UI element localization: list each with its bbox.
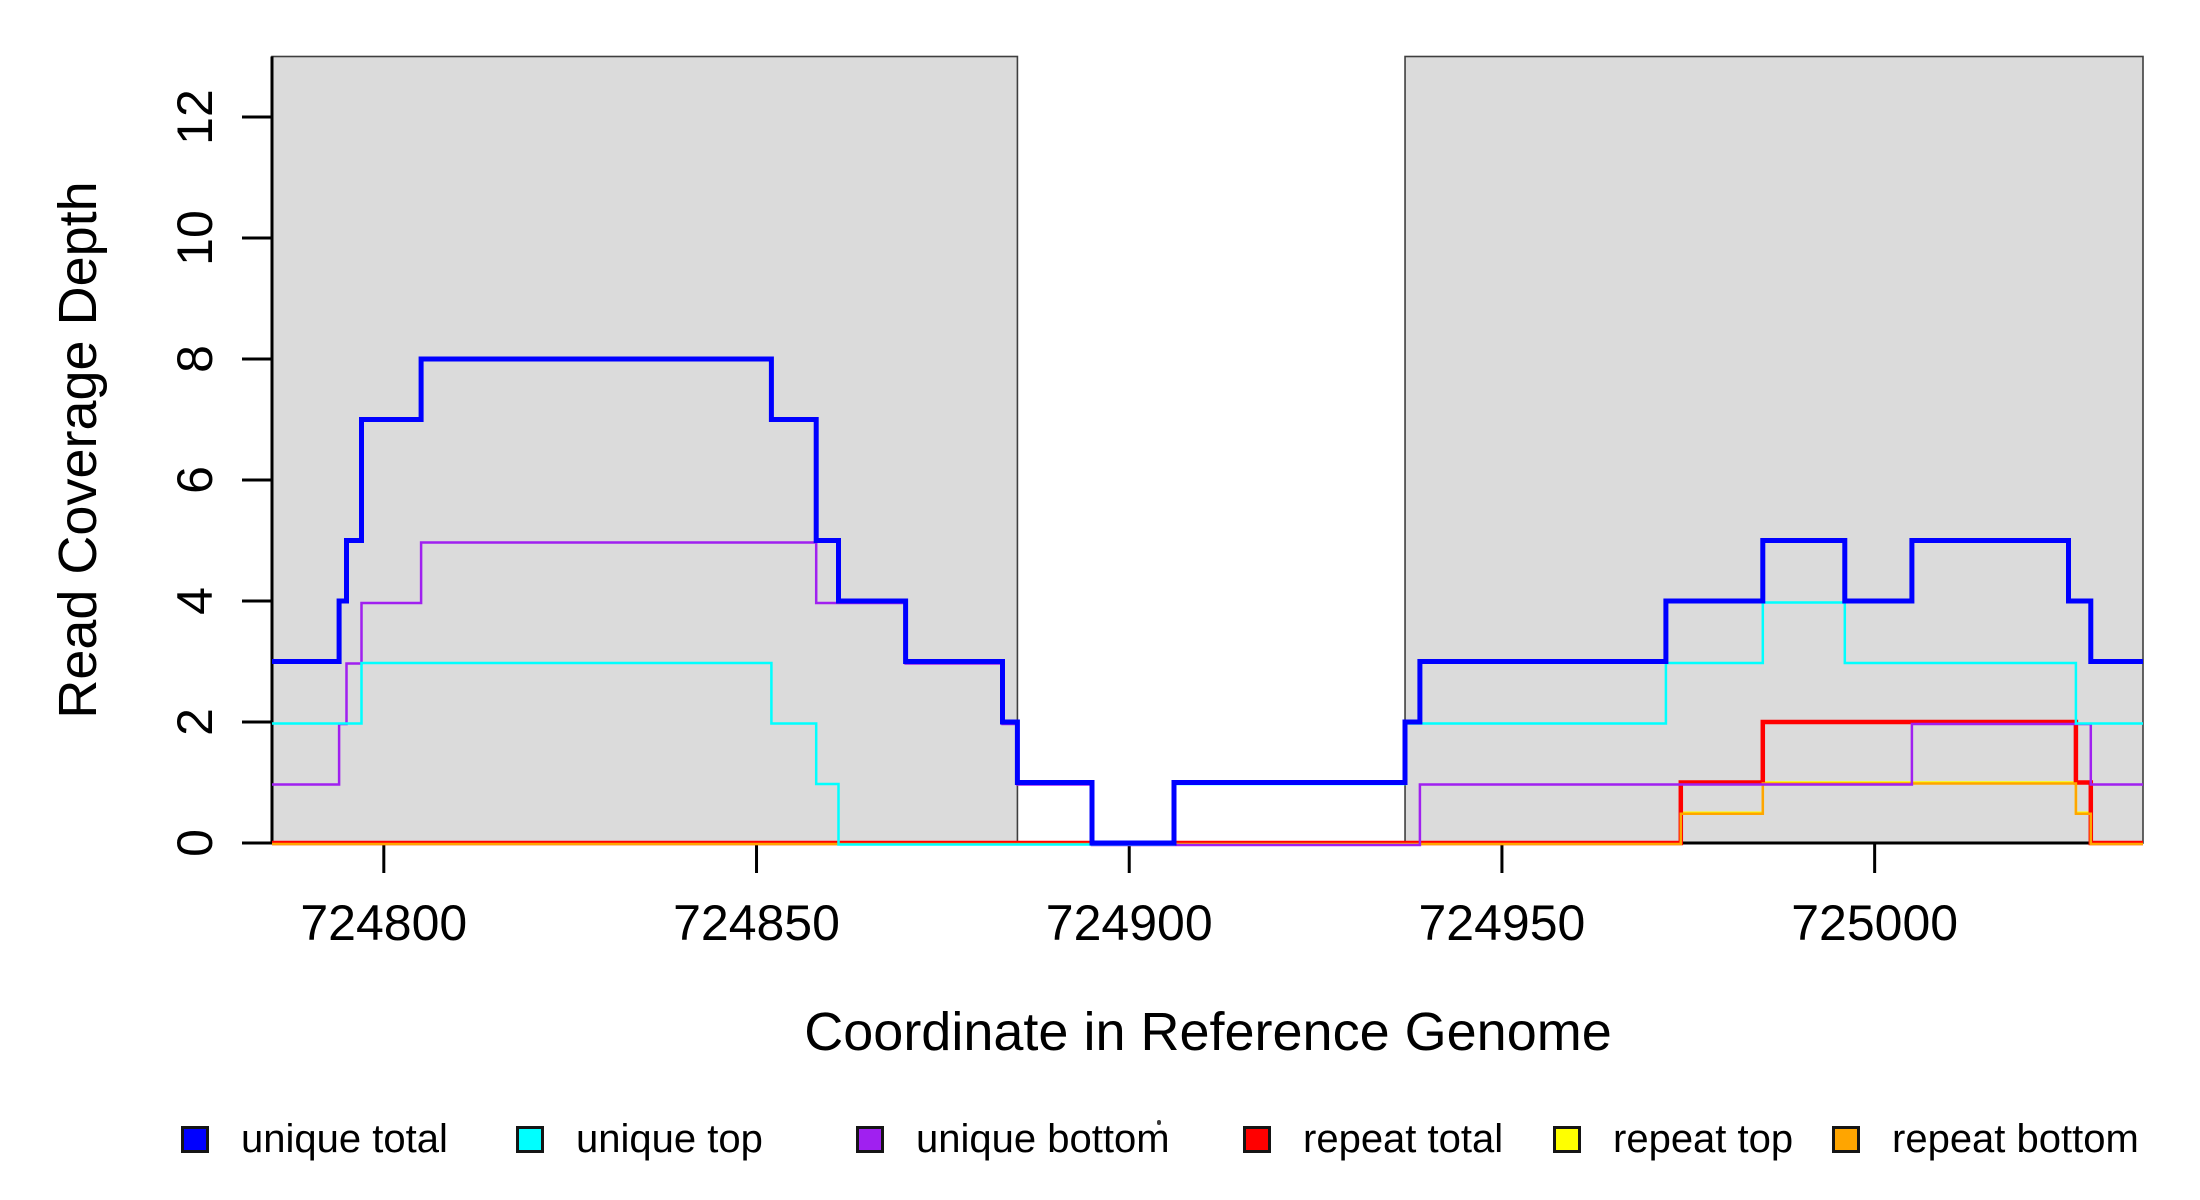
x-tick-label: 724950 (1419, 895, 1586, 951)
legend-label: unique total (241, 1117, 448, 1161)
aligned-region-left (271, 55, 1019, 844)
repeat-total-swatch-icon (1243, 1125, 1271, 1153)
series-unique-total (272, 356, 2143, 846)
aligned-region-right (1404, 55, 2144, 844)
unique-total-swatch-icon (181, 1125, 209, 1153)
legend-item-repeat-top: repeat top (1553, 1119, 1793, 1159)
y-axis-title: Read Coverage Depth (48, 181, 108, 719)
x-tick-label: 724850 (673, 895, 840, 951)
unique-top-swatch-icon (516, 1125, 544, 1153)
y-tick-label: 2 (167, 708, 223, 736)
y-tick-label: 12 (167, 89, 223, 145)
legend-item-repeat-total: repeat total (1243, 1119, 1503, 1159)
x-tick-label: 724800 (300, 895, 467, 951)
legend-item-unique-total: unique total (181, 1119, 448, 1159)
legend-item-repeat-bottom: repeat bottom (1832, 1119, 2139, 1159)
legend-item-unique-top: unique top (516, 1119, 763, 1159)
repeat-bottom-swatch-icon (1832, 1125, 1860, 1153)
y-tick-label: 10 (167, 210, 223, 266)
x-axis-title: Coordinate in Reference Genome (804, 1002, 1612, 1062)
legend-label: unique top (576, 1117, 763, 1161)
y-tick-label: 6 (167, 466, 223, 494)
x-tick-label: 724900 (1046, 895, 1213, 951)
legend-label: repeat total (1303, 1117, 1504, 1161)
legend-label: repeat top (1613, 1117, 1794, 1161)
stray-mark (1157, 1120, 1161, 1125)
legend-label: unique bottom (916, 1117, 1170, 1161)
y-tick-label: 4 (167, 587, 223, 615)
y-tick-label: 8 (167, 345, 223, 373)
unique-bottom-swatch-icon (856, 1125, 884, 1153)
series-repeat-bottom (272, 782, 2143, 846)
legend-item-unique-bottom: unique bottom (856, 1119, 1170, 1159)
legend-label: repeat bottom (1892, 1117, 2139, 1161)
y-tick-label: 0 (167, 829, 223, 857)
x-tick-label: 725000 (1791, 895, 1958, 951)
repeat-top-swatch-icon (1553, 1125, 1581, 1153)
